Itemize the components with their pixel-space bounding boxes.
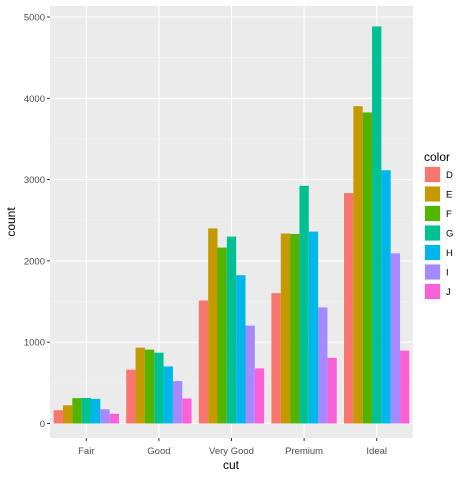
legend-label-h: H bbox=[446, 248, 453, 259]
bar-premium-d bbox=[271, 293, 281, 424]
bars bbox=[53, 26, 410, 424]
legend-swatch-e bbox=[425, 186, 440, 202]
bar-fair-j bbox=[109, 413, 119, 424]
legend-label-f: F bbox=[446, 209, 452, 220]
x-axis: Fair Good Very Good Premium Ideal bbox=[78, 438, 387, 457]
legend-swatch-g bbox=[425, 225, 440, 241]
x-axis-title: cut bbox=[223, 458, 240, 472]
y-tick-label: 2000 bbox=[24, 256, 45, 267]
bar-good-d bbox=[126, 369, 136, 424]
x-tick-label: Very Good bbox=[209, 446, 254, 457]
legend-label-i: I bbox=[446, 268, 449, 279]
x-tick-label: Ideal bbox=[366, 446, 387, 457]
legend-label-g: G bbox=[446, 229, 453, 240]
y-tick-label: 4000 bbox=[24, 94, 45, 105]
bar-good-f bbox=[144, 349, 155, 424]
bar-good-g bbox=[154, 352, 164, 424]
bar-ideal-i bbox=[390, 253, 401, 424]
bar-fair-f bbox=[72, 398, 82, 424]
legend-label-e: E bbox=[446, 190, 452, 201]
bar-very-good-i bbox=[245, 325, 255, 424]
bar-premium-e bbox=[280, 233, 291, 424]
bar-very-good-g bbox=[226, 236, 237, 424]
bar-premium-h bbox=[308, 231, 319, 424]
bar-good-j bbox=[182, 398, 192, 424]
legend-label-d: D bbox=[446, 170, 453, 181]
bar-fair-g bbox=[81, 397, 91, 424]
bar-premium-f bbox=[290, 233, 300, 424]
bar-very-good-j bbox=[254, 368, 265, 424]
bar-good-e bbox=[135, 347, 145, 424]
x-tick-label: Good bbox=[147, 446, 170, 457]
bar-very-good-f bbox=[217, 247, 227, 424]
legend-swatch-d bbox=[425, 167, 440, 182]
bar-fair-d bbox=[53, 410, 63, 424]
bar-ideal-f bbox=[362, 112, 373, 424]
legend-swatch-h bbox=[425, 245, 440, 260]
bar-ideal-e bbox=[353, 106, 363, 424]
y-axis: 0 1000 2000 3000 4000 5000 bbox=[24, 13, 50, 430]
bar-very-good-h bbox=[236, 275, 246, 424]
legend-title: color bbox=[424, 150, 450, 164]
legend-swatch-j bbox=[425, 284, 440, 299]
bar-ideal-d bbox=[344, 193, 354, 424]
bar-very-good-d bbox=[198, 300, 209, 424]
bar-fair-i bbox=[100, 409, 110, 424]
bar-good-h bbox=[163, 366, 173, 424]
bar-premium-j bbox=[327, 357, 337, 424]
y-axis-title: count bbox=[4, 207, 18, 237]
legend-swatch-f bbox=[425, 206, 440, 221]
bar-ideal-h bbox=[381, 170, 391, 424]
bar-very-good-e bbox=[208, 228, 218, 424]
x-tick-label: Premium bbox=[285, 446, 323, 457]
bar-premium-i bbox=[318, 307, 328, 424]
x-tick-label: Fair bbox=[78, 446, 94, 457]
y-tick-label: 5000 bbox=[24, 13, 45, 24]
legend-swatch-i bbox=[425, 264, 440, 280]
bar-fair-e bbox=[62, 405, 73, 424]
bar-good-i bbox=[172, 381, 183, 424]
bar-ideal-j bbox=[400, 350, 410, 424]
y-tick-label: 1000 bbox=[24, 338, 45, 349]
y-tick-label: 0 bbox=[40, 419, 45, 430]
legend-label-j: J bbox=[446, 287, 451, 298]
bar-premium-g bbox=[299, 185, 309, 424]
bar-ideal-g bbox=[372, 26, 382, 424]
bar-fair-h bbox=[90, 398, 101, 424]
y-tick-label: 3000 bbox=[24, 175, 45, 186]
